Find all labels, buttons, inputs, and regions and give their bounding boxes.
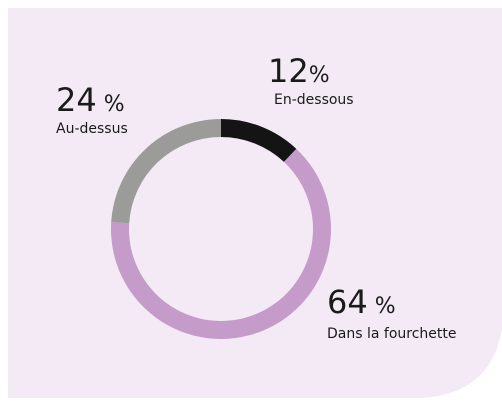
category-label: Au-dessus [56, 121, 128, 137]
donut-segment [110, 148, 332, 339]
donut-segment [221, 119, 297, 162]
value-label: 24 % [56, 81, 125, 119]
donut-segment [111, 118, 221, 224]
value-label: 12% [268, 52, 330, 90]
panel-background [8, 8, 502, 398]
category-label: Dans la fourchette [327, 326, 457, 342]
value-label: 64 % [327, 283, 396, 321]
category-label: En-dessous [274, 92, 354, 108]
